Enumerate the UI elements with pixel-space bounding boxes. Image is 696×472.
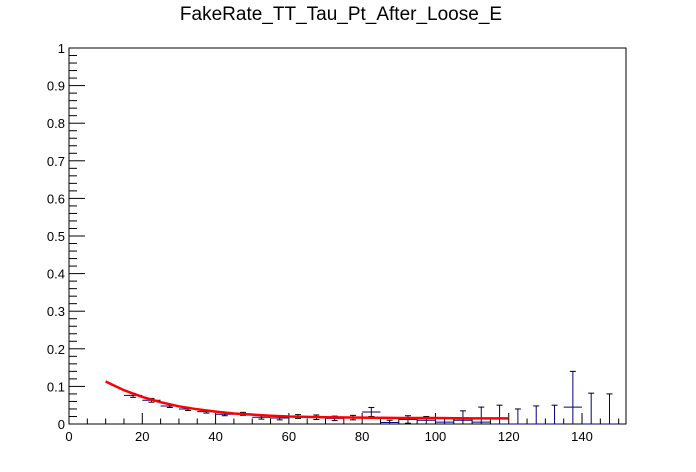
- y-tick-label: 1: [58, 41, 65, 56]
- y-tick-label: 0.9: [47, 79, 65, 94]
- y-tick-label: 0.4: [47, 267, 65, 282]
- x-tick-label: 60: [282, 429, 296, 444]
- data-point: [472, 406, 491, 424]
- data-points: [123, 370, 619, 425]
- y-tick-label: 0.3: [47, 304, 65, 319]
- x-tick-label: 100: [425, 429, 447, 444]
- x-tick-label: 40: [208, 429, 222, 444]
- data-point: [600, 393, 619, 425]
- y-tick-label: 0.2: [47, 342, 65, 357]
- data-point: [527, 405, 546, 425]
- data-point: [380, 419, 399, 424]
- x-tick-label: 140: [571, 429, 593, 444]
- y-tick-label: 0: [58, 417, 65, 432]
- data-point: [490, 404, 509, 425]
- axes: 0 20 40 60 80 100 120 140 0 0.1 0.2 0.3 0.4 0.5 0.6 0.7…: [47, 41, 620, 444]
- y-tick-label: 0.6: [47, 191, 65, 206]
- x-tick-label: 120: [498, 429, 520, 444]
- data-point: [545, 404, 564, 425]
- chart-title: FakeRate_TT_Tau_Pt_After_Loose_E: [179, 4, 503, 25]
- x-tick-label: 0: [65, 429, 72, 444]
- data-point: [563, 370, 583, 424]
- fit-curve: [105, 380, 509, 420]
- data-point: [582, 392, 601, 425]
- plot-frame: [68, 47, 627, 425]
- x-tick-label: 80: [355, 429, 369, 444]
- y-tick-label: 0.1: [47, 379, 65, 394]
- x-tick-label: 20: [135, 429, 149, 444]
- y-tick-label: 0.8: [47, 116, 65, 131]
- data-point: [362, 406, 381, 417]
- y-tick-label: 0.7: [47, 154, 65, 169]
- y-tick-label: 0.5: [47, 229, 65, 244]
- data-point: [508, 408, 528, 425]
